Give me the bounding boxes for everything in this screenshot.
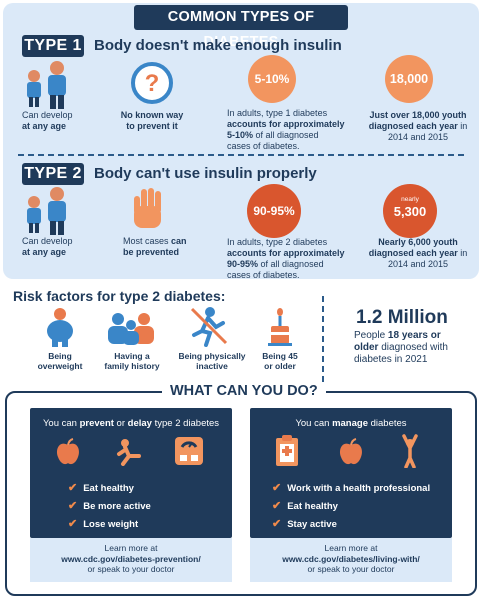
type1-youth-text: Just over 18,000 youth diagnosed each ye… (368, 110, 468, 142)
people-icon (27, 187, 66, 235)
check-icon: ✔ (68, 500, 78, 512)
type2-tag: TYPE 2 (22, 163, 84, 185)
hand-stop-icon (134, 188, 161, 228)
risk-label-family: Having a family history (104, 351, 160, 371)
manage-card (250, 408, 452, 538)
million-text: People 18 years or older diagnosed with … (354, 330, 448, 365)
question-icon: ? (131, 62, 173, 104)
check-icon: ✔ (68, 518, 78, 530)
exercise-icon (117, 439, 141, 466)
manage-item: ✔ Eat healthy (272, 500, 338, 512)
apple-icon (340, 438, 362, 465)
type1-heading: Body doesn't make enough insulin (94, 37, 342, 54)
risk-label-inactive: Being physically inactive (178, 351, 246, 371)
clipboard-icon (276, 435, 298, 466)
what-title: WHAT CAN YOU DO? (162, 383, 326, 399)
type1-tag: TYPE 1 (22, 35, 84, 57)
family-icon (108, 313, 154, 345)
type2-heading: Body can't use insulin properly (94, 165, 317, 182)
type2-percent-text: In adults, type 2 diabetes accounts for … (227, 237, 345, 280)
manage-learn-more: Learn more at www.cdc.gov/diabetes/livin… (250, 538, 452, 582)
check-icon: ✔ (272, 500, 282, 512)
type2-prevent-text: Most cases can be prevented (123, 236, 187, 257)
prevent-learn-more: Learn more at www.cdc.gov/diabetes-preve… (30, 538, 232, 582)
prevent-item: ✔ Lose weight (68, 518, 139, 530)
check-icon: ✔ (272, 482, 282, 494)
section-divider (18, 154, 464, 156)
prevent-item: ✔ Be more active (68, 500, 151, 512)
prevent-link[interactable]: www.cdc.gov/diabetes-prevention/ (61, 553, 201, 564)
risk-title: Risk factors for type 2 diabetes: (13, 288, 226, 304)
million-stat: 1.2 Million (356, 307, 448, 328)
type2-youth-text: Nearly 6,000 youth diagnosed each year i… (368, 237, 468, 269)
svg-text:?: ? (145, 70, 160, 97)
type1-percent-circle: 5-10% (248, 55, 296, 103)
page-title: COMMON TYPES OF DIABETES (134, 5, 348, 50)
prevent-card-heading: You can prevent or delay type 2 diabetes (42, 418, 220, 429)
manage-item: ✔ Work with a health professional (272, 482, 431, 494)
manage-link[interactable]: www.cdc.gov/diabetes/living-with/ (282, 553, 420, 564)
type1-youth-circle: 18,000 (385, 55, 433, 103)
type2-percent-circle: 90-95% (247, 184, 301, 238)
prevent-item: ✔ Eat healthy (68, 482, 134, 494)
risk-label-overweight: Being overweight (37, 351, 83, 371)
risk-divider (322, 296, 324, 382)
birthday-cake-icon (268, 308, 292, 346)
type1-percent-text: In adults, type 1 diabetes accounts for … (227, 108, 345, 151)
apple-icon (57, 438, 79, 465)
inactive-icon (190, 307, 228, 347)
type2-youth-circle: nearly 5,300 (383, 184, 437, 238)
scale-icon (175, 437, 203, 465)
type1-age-text: Can develop at any age (22, 110, 73, 131)
check-icon: ✔ (68, 482, 78, 494)
overweight-person-icon (47, 308, 73, 347)
type1-prevent-text: No known way to prevent it (120, 110, 184, 131)
stretching-person-icon (402, 434, 418, 468)
manage-item: ✔ Stay active (272, 518, 337, 530)
check-icon: ✔ (272, 518, 282, 530)
manage-card-heading: You can manage diabetes (295, 418, 407, 429)
people-icon (27, 61, 66, 109)
prevent-card (30, 408, 232, 538)
type2-age-text: Can develop at any age (22, 236, 73, 257)
risk-label-age: Being 45 or older (262, 351, 298, 371)
